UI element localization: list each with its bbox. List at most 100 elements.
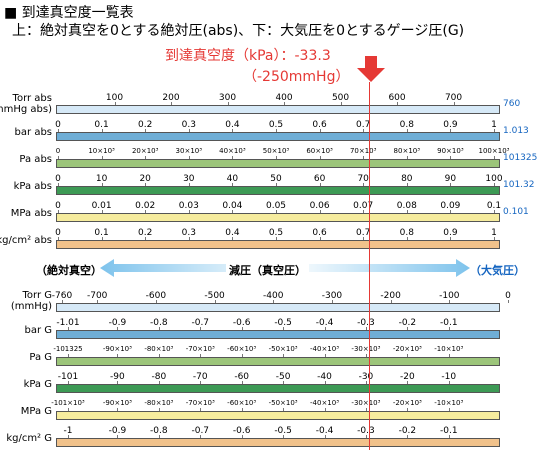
tick-mark (214, 300, 216, 303)
tick-mark (283, 381, 285, 384)
tick-label: 40 (226, 174, 239, 184)
tick-label: -20 (400, 372, 415, 382)
tick-label: -0.7 (191, 426, 210, 436)
tick-mark (200, 435, 202, 438)
tick-mark (283, 354, 285, 357)
tick-mark (448, 327, 450, 330)
tick-mark (363, 156, 365, 159)
tick-label: -101325 (53, 345, 83, 353)
tick-label: -600 (145, 291, 167, 301)
tick-mark (97, 300, 99, 303)
tick-label: 0.09 (440, 201, 461, 211)
tick-mark (283, 327, 285, 330)
tick-mark (155, 300, 157, 303)
scale-label: Torr G (22, 290, 52, 301)
tick-label: 0.1 (94, 228, 109, 238)
tick-mark (407, 381, 409, 384)
tick-label: 200 (162, 93, 180, 103)
tick-mark (319, 183, 321, 186)
tick-label: 30 (183, 174, 195, 184)
tick-label: -0.8 (150, 426, 168, 436)
tick-mark (397, 102, 399, 105)
full-scale-label: 101.32 (503, 180, 535, 190)
tick-label: -0.3 (357, 426, 375, 436)
tick-mark (68, 435, 69, 438)
tick-mark (365, 408, 367, 411)
tick-mark (448, 354, 450, 357)
tick-label: -0.1 (439, 318, 458, 328)
tick-label: -0.9 (108, 426, 127, 436)
tick-label: 0 (55, 174, 61, 184)
tick-label: 0.04 (222, 201, 243, 211)
tick-mark (241, 435, 243, 438)
tick-mark (319, 237, 321, 240)
tick-label: -80 (151, 372, 167, 382)
tick-mark (365, 327, 367, 330)
vacuum-level-line (369, 82, 370, 450)
tick-mark (406, 156, 408, 159)
tick-label: -101 (57, 372, 79, 382)
tick-mark (283, 408, 285, 411)
tick-label: 0.06 (309, 201, 330, 211)
scale-label: MPa G (20, 406, 52, 417)
tick-label: 0.4 (225, 120, 240, 130)
atmospheric-pressure-label: （大気圧） (470, 264, 525, 277)
tick-label: -70×10³ (185, 345, 215, 353)
tick-label: 0 (55, 228, 61, 238)
tick-mark (200, 354, 202, 357)
scale-unit-label: (mmHg abs) (0, 104, 52, 115)
tick-label: -50 (275, 372, 291, 382)
tick-label: -200 (380, 291, 401, 301)
tick-mark (200, 381, 202, 384)
scale-label: kPa abs (13, 181, 52, 192)
tick-mark (241, 327, 243, 330)
tick-mark (365, 435, 367, 438)
tick-mark (68, 381, 69, 384)
vacuum-mmhg-label: （-250mmHg） (243, 69, 350, 85)
tick-label: 0.8 (399, 228, 414, 238)
tick-mark (407, 327, 409, 330)
tick-mark (114, 102, 116, 105)
tick-label: 600 (388, 93, 406, 103)
tick-label: 20×10³ (131, 147, 159, 155)
tick-mark (241, 381, 243, 384)
scale-label: Pa abs (19, 154, 52, 165)
tick-mark (448, 435, 450, 438)
tick-label: -40 (317, 372, 332, 382)
tick-label: -60 (234, 372, 250, 382)
tick-label: 0 (55, 147, 61, 155)
tick-label: -0.2 (398, 318, 417, 328)
tick-mark (117, 435, 119, 438)
tick-mark (117, 381, 119, 384)
tick-label: 0.9 (443, 120, 458, 130)
tick-label: -70 (192, 372, 208, 382)
scale-band (56, 330, 500, 339)
tick-label: 0.03 (178, 201, 199, 211)
tick-mark (232, 129, 234, 132)
tick-label: 0.8 (399, 120, 414, 130)
tick-mark (340, 102, 342, 105)
tick-mark (365, 381, 367, 384)
tick-label: 1 (491, 228, 497, 238)
tick-mark (324, 408, 326, 411)
tick-mark (449, 300, 451, 303)
tick-label: 100 (485, 174, 503, 184)
tick-label: -50×10³ (268, 399, 298, 407)
tick-mark (68, 354, 69, 357)
tick-label: 60×10³ (306, 147, 333, 155)
tick-mark (276, 237, 277, 240)
tick-mark (494, 237, 495, 240)
tick-mark (158, 381, 160, 384)
tick-mark (276, 129, 277, 132)
scale-band (56, 105, 500, 114)
tick-mark (232, 210, 234, 213)
tick-mark (324, 327, 326, 330)
tick-label: 50 (270, 174, 282, 184)
tick-mark (450, 183, 452, 186)
tick-label: 0.6 (312, 120, 327, 130)
tick-mark (158, 408, 160, 411)
tick-mark (117, 327, 119, 330)
tick-mark (158, 435, 160, 438)
tick-mark (188, 183, 190, 186)
tick-mark (200, 408, 202, 411)
